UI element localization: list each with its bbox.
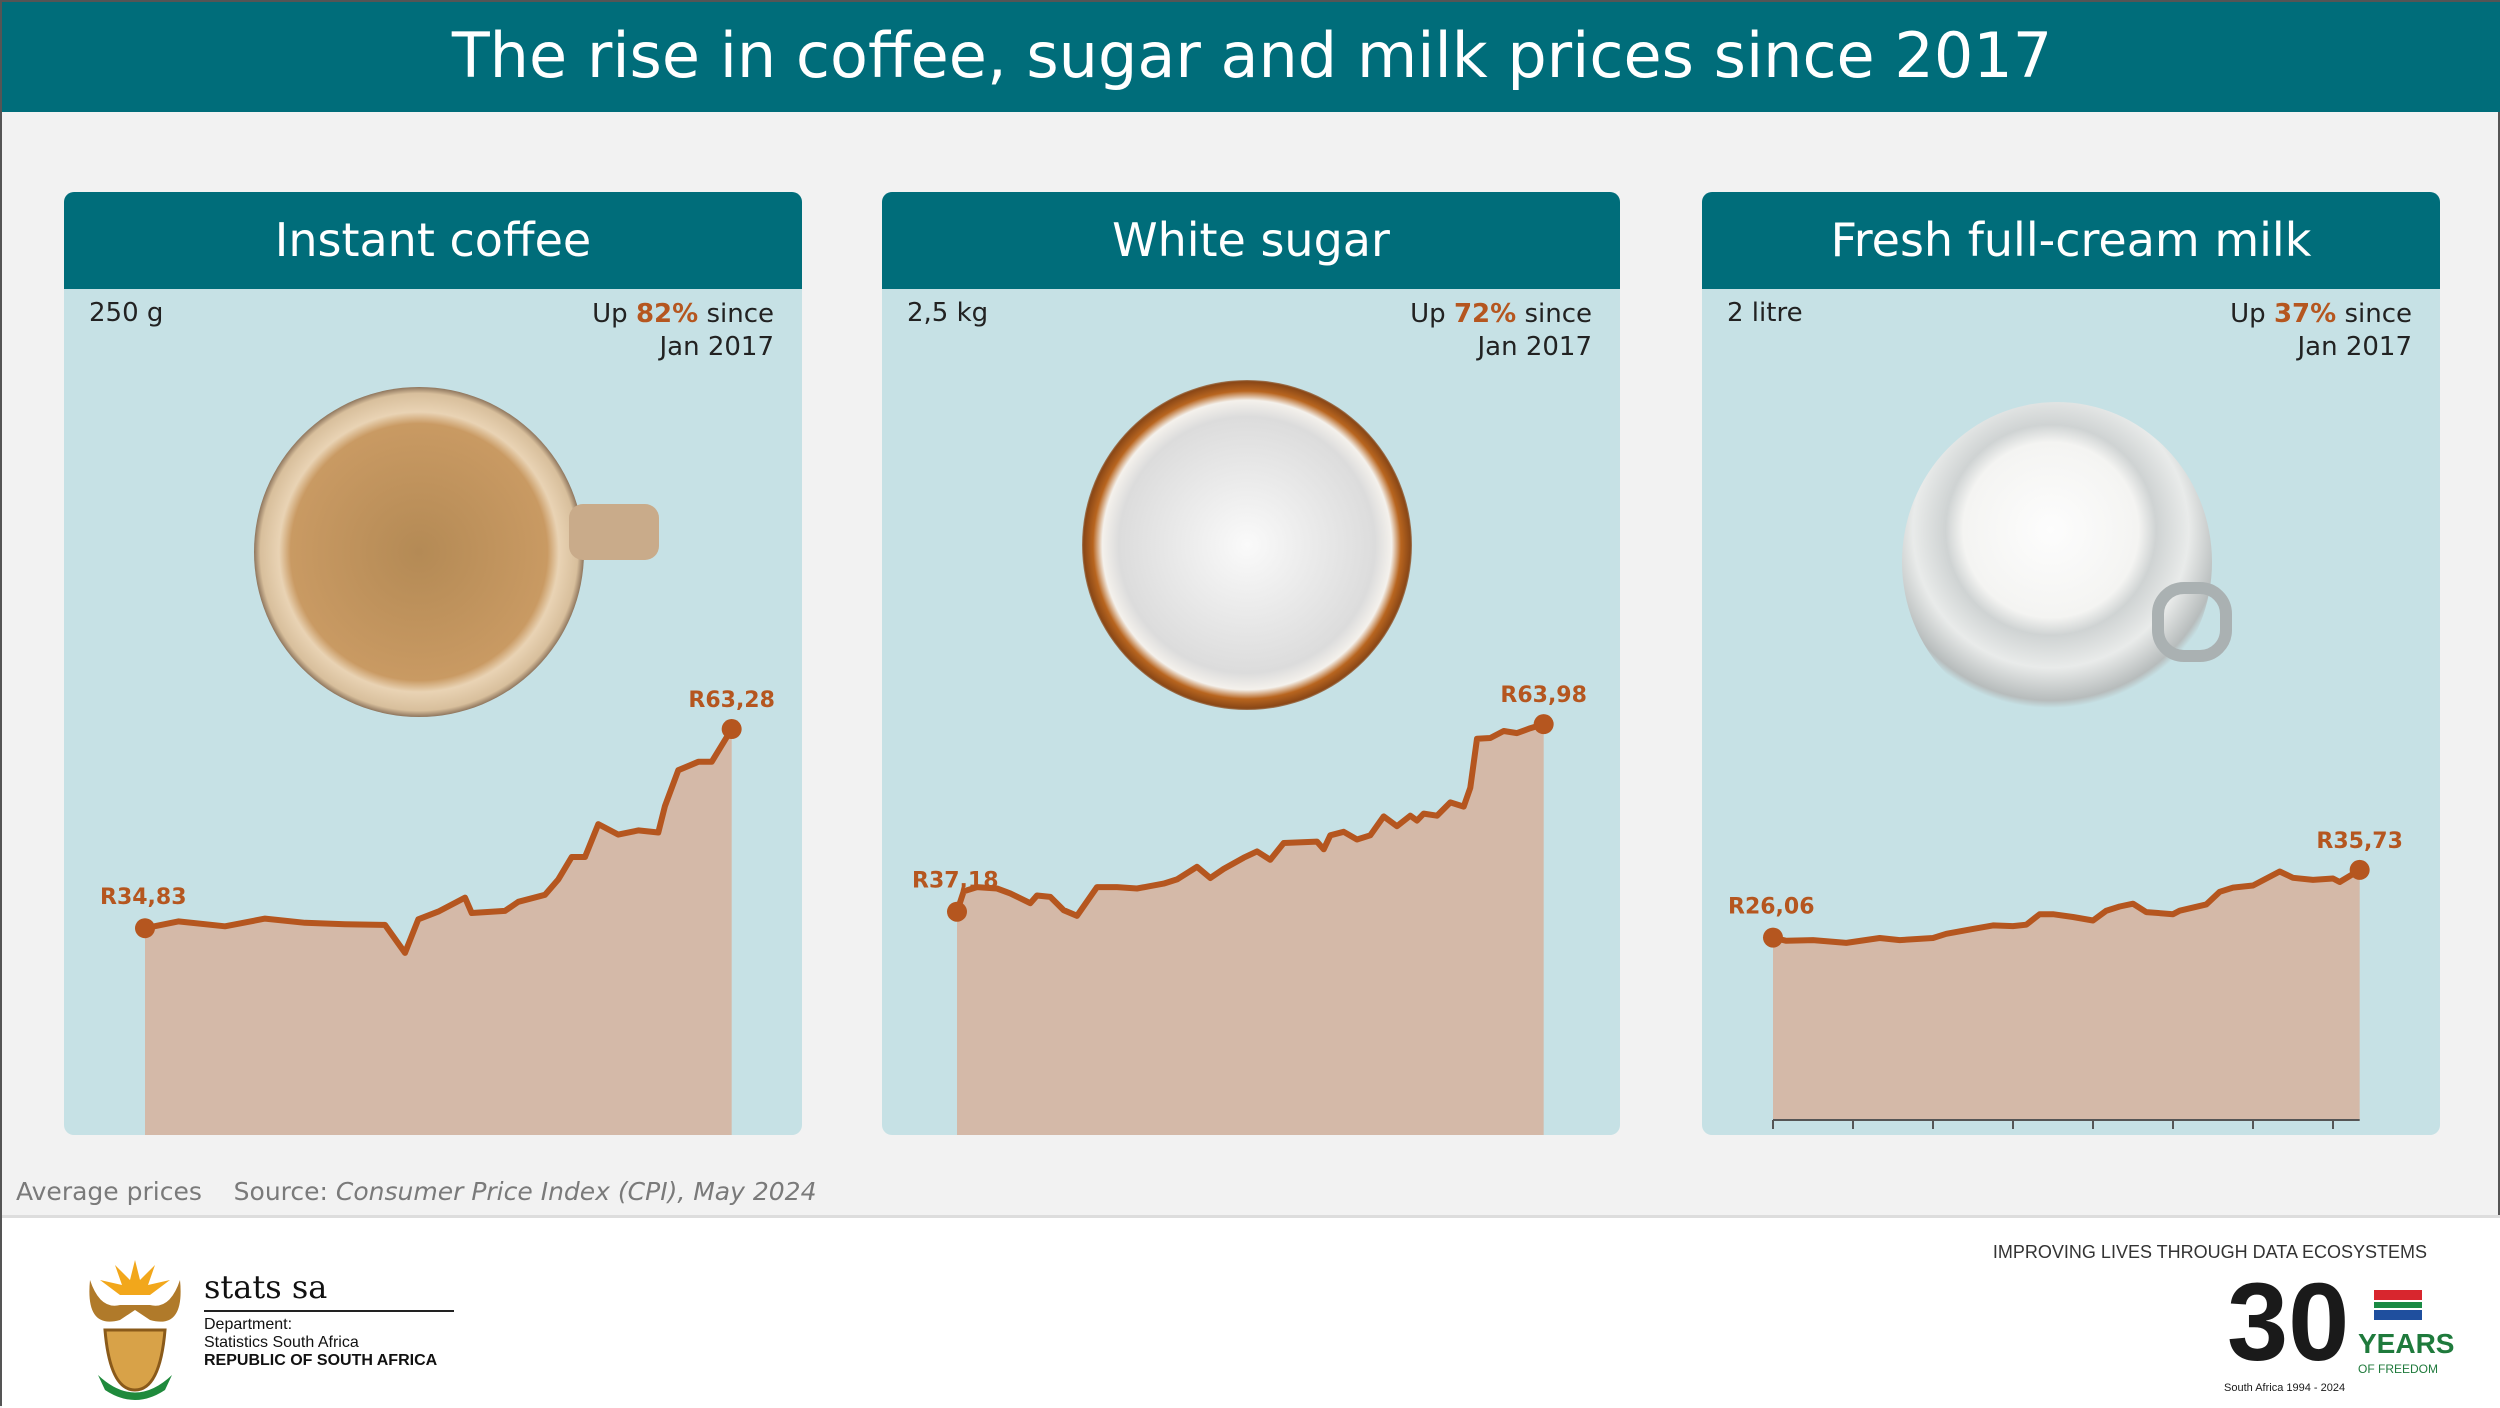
coffee-cup-handle <box>569 504 659 560</box>
price-area <box>1773 869 2360 1120</box>
end-price-label: R63,98 <box>1500 683 1587 708</box>
price-line <box>1772 867 2362 946</box>
price-area <box>145 729 732 1135</box>
panel-instant-coffee: Instant coffee 250 g Up 82% since Jan 201… <box>64 192 802 1135</box>
end-point <box>1533 714 1554 735</box>
start-point <box>135 918 155 939</box>
panel-fresh-full-cream-milk: Fresh full-cream milk 2 litre Up 37% sin… <box>1702 192 2440 1135</box>
panel-title: Fresh full-cream milk <box>1702 192 2440 289</box>
increase-percent: 72% <box>1453 299 1517 329</box>
logo30-years: YEARS <box>2358 1328 2455 1359</box>
package-size: 2,5 kg <box>907 298 989 328</box>
start-point <box>947 901 967 922</box>
end-point <box>721 719 742 740</box>
sugar-bowl-image <box>1082 380 1412 710</box>
chart-instant-coffee: 20172018201920202021202220232024R34,83R6… <box>100 688 775 1135</box>
chart-white-sugar: 20172018201920202021202220232024R37,18R6… <box>912 683 1587 1135</box>
end-point <box>2349 859 2370 880</box>
increase-note: Up 82% since Jan 2017 <box>592 299 774 362</box>
panel-title: White sugar <box>882 192 1620 289</box>
dept-label: Department: <box>204 1316 293 1333</box>
coffee-cup-image <box>254 387 584 717</box>
logo30-freedom: OF FREEDOM <box>2358 1362 2438 1376</box>
source-note: Average prices Source: Consumer Price In… <box>16 1177 817 1206</box>
price-area <box>957 724 1544 1135</box>
end-price-label: R35,73 <box>2316 829 2403 854</box>
increase-percent: 82% <box>635 299 699 329</box>
panel-title: Instant coffee <box>64 192 802 289</box>
chart-fresh-full-cream-milk: 20172018201920202021202220232024R26,06R3… <box>1728 829 2403 1129</box>
start-point <box>1763 927 1783 948</box>
increase-percent: 37% <box>2273 299 2337 329</box>
panel-white-sugar: White sugar 2,5 kg Up 72% since Jan 2017 … <box>882 192 1620 1135</box>
package-size: 2 litre <box>1727 298 1803 328</box>
footer: stats sa Department: Statistics South Af… <box>2 1215 2500 1408</box>
dept-name: Statistics South Africa <box>204 1334 359 1351</box>
end-price-label: R63,28 <box>688 688 775 713</box>
start-price-label: R26,06 <box>1728 895 1815 920</box>
package-size: 250 g <box>89 298 164 328</box>
coat-of-arms-logo <box>89 1260 181 1400</box>
milk-jug-handle <box>2152 582 2232 662</box>
brand-divider <box>204 1310 454 1312</box>
start-price-label: R37,18 <box>912 869 999 894</box>
start-price-label: R34,83 <box>100 885 187 910</box>
country-name: REPUBLIC OF SOUTH AFRICA <box>204 1352 438 1369</box>
logo30-ring-text: South Africa 1994 - 2024 <box>2224 1382 2346 1394</box>
increase-note: Up 72% since Jan 2017 <box>1410 299 1592 362</box>
page-title: The rise in coffee, sugar and milk price… <box>2 2 2500 112</box>
freedom-30-logo-number: 30 <box>2227 1261 2350 1384</box>
milk-jug-image <box>1902 402 2212 722</box>
south-africa-flag-icon <box>2374 1290 2422 1320</box>
brand-name: stats sa <box>204 1268 328 1306</box>
price-line <box>954 721 1545 919</box>
price-line <box>144 727 735 956</box>
increase-note: Up 37% since Jan 2017 <box>2230 299 2412 362</box>
tagline: IMPROVING LIVES THROUGH DATA ECOSYSTEMS <box>1992 1242 2427 1262</box>
